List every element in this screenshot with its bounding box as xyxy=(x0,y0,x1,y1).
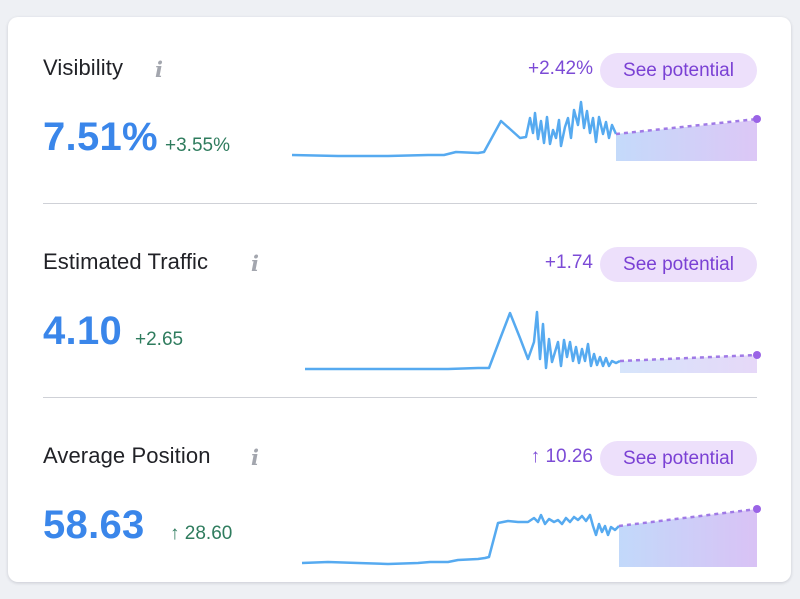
forecast-area xyxy=(616,120,757,161)
see-potential-button[interactable]: See potential xyxy=(600,441,757,476)
metric-change: ↑ 28.60 xyxy=(170,523,233,544)
position-sparkline xyxy=(301,505,761,567)
metric-change: +2.65 xyxy=(135,329,184,350)
divider xyxy=(43,397,757,398)
info-icon[interactable]: i xyxy=(251,251,259,276)
see-potential-button[interactable]: See potential xyxy=(600,53,757,88)
info-icon[interactable]: i xyxy=(251,445,259,470)
metric-value: 7.51% xyxy=(43,115,158,159)
visibility-sparkline xyxy=(291,100,761,161)
potential-change: ↑ 10.26 xyxy=(530,446,593,467)
metric-value: 58.63 xyxy=(43,503,145,547)
visibility-section: Visibility i +2.42% See potential 7.51% … xyxy=(8,17,791,211)
metric-title: Estimated Traffic xyxy=(43,249,209,274)
see-potential-button[interactable]: See potential xyxy=(600,247,757,282)
forecast-line xyxy=(618,507,758,528)
metrics-card: Visibility i +2.42% See potential 7.51% … xyxy=(8,17,791,582)
info-icon[interactable]: i xyxy=(155,57,163,82)
forecast-area xyxy=(620,355,757,373)
forecast-dot xyxy=(753,351,761,359)
metric-title: Average Position xyxy=(43,443,211,468)
metric-title: Visibility xyxy=(43,55,124,80)
potential-change: +1.74 xyxy=(544,252,593,273)
potential-change: +2.42% xyxy=(528,58,593,79)
forecast-line xyxy=(619,353,758,363)
forecast-dot xyxy=(753,505,761,513)
metric-change: +3.55% xyxy=(165,135,230,156)
forecast-area xyxy=(619,509,757,567)
traffic-section: Estimated Traffic i +1.74 See potential … xyxy=(8,211,791,405)
trend-line xyxy=(301,513,620,566)
trend-line xyxy=(305,310,621,371)
trend-line xyxy=(291,100,618,158)
traffic-sparkline xyxy=(305,310,761,373)
divider xyxy=(43,203,757,204)
position-section: Average Position i ↑ 10.26 See potential… xyxy=(8,405,791,599)
forecast-dot xyxy=(753,115,761,123)
metric-value: 4.10 xyxy=(43,309,123,353)
